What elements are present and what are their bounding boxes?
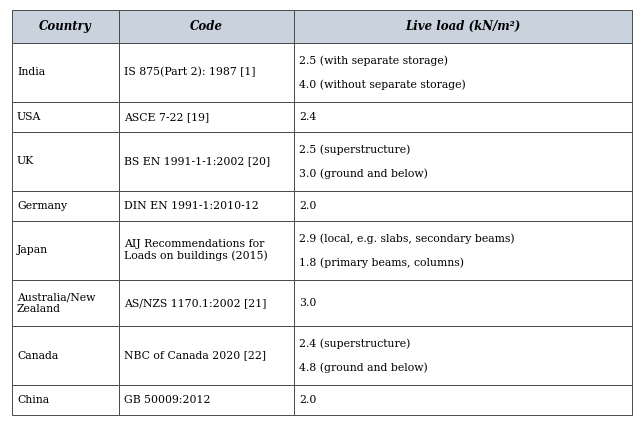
Text: ASCE 7-22 [19]: ASCE 7-22 [19] bbox=[124, 112, 209, 122]
Bar bbox=[294, 191, 632, 221]
Bar bbox=[12, 10, 118, 43]
Bar bbox=[294, 385, 632, 415]
Text: Japan: Japan bbox=[17, 245, 48, 255]
Bar bbox=[294, 326, 632, 385]
Bar bbox=[12, 42, 118, 102]
Bar bbox=[118, 132, 294, 191]
Bar bbox=[12, 132, 118, 191]
Text: Live load (kN/m²): Live load (kN/m²) bbox=[406, 20, 521, 33]
Bar bbox=[118, 326, 294, 385]
Bar bbox=[12, 280, 118, 326]
Text: 2.5 (superstructure)

3.0 (ground and below): 2.5 (superstructure) 3.0 (ground and bel… bbox=[299, 144, 428, 178]
Text: 2.0: 2.0 bbox=[299, 201, 316, 211]
Bar bbox=[118, 102, 294, 132]
Text: China: China bbox=[17, 395, 49, 405]
Text: 2.9 (local, e.g. slabs, secondary beams)

1.8 (primary beams, columns): 2.9 (local, e.g. slabs, secondary beams)… bbox=[299, 233, 515, 268]
Text: Canada: Canada bbox=[17, 351, 58, 361]
Bar bbox=[118, 385, 294, 415]
Text: IS 875(Part 2): 1987 [1]: IS 875(Part 2): 1987 [1] bbox=[124, 67, 255, 77]
Bar bbox=[118, 42, 294, 102]
Bar bbox=[294, 10, 632, 43]
Text: BS EN 1991-1-1:2002 [20]: BS EN 1991-1-1:2002 [20] bbox=[124, 156, 270, 166]
Text: India: India bbox=[17, 67, 45, 77]
Bar bbox=[12, 385, 118, 415]
Bar bbox=[118, 191, 294, 221]
Text: NBC of Canada 2020 [22]: NBC of Canada 2020 [22] bbox=[124, 351, 265, 361]
Text: UK: UK bbox=[17, 156, 34, 166]
Text: Germany: Germany bbox=[17, 201, 67, 211]
Bar bbox=[118, 10, 294, 43]
Bar bbox=[294, 221, 632, 280]
Bar bbox=[294, 42, 632, 102]
Bar bbox=[12, 221, 118, 280]
Bar bbox=[294, 280, 632, 326]
Text: AS/NZS 1170.1:2002 [21]: AS/NZS 1170.1:2002 [21] bbox=[124, 298, 266, 308]
Bar bbox=[118, 221, 294, 280]
Text: 2.5 (with separate storage)

4.0 (without separate storage): 2.5 (with separate storage) 4.0 (without… bbox=[299, 55, 466, 90]
Bar bbox=[12, 326, 118, 385]
Bar bbox=[294, 102, 632, 132]
Text: 2.0: 2.0 bbox=[299, 395, 316, 405]
Text: 2.4: 2.4 bbox=[299, 112, 316, 122]
Text: 3.0: 3.0 bbox=[299, 298, 316, 308]
Text: DIN EN 1991-1:2010-12: DIN EN 1991-1:2010-12 bbox=[124, 201, 258, 211]
Text: 2.4 (superstructure)

4.8 (ground and below): 2.4 (superstructure) 4.8 (ground and bel… bbox=[299, 338, 428, 373]
Text: Code: Code bbox=[190, 20, 223, 33]
Text: Country: Country bbox=[39, 20, 91, 33]
Bar bbox=[294, 132, 632, 191]
Text: GB 50009:2012: GB 50009:2012 bbox=[124, 395, 210, 405]
Bar bbox=[118, 280, 294, 326]
Text: USA: USA bbox=[17, 112, 41, 122]
Text: Australia/New
Zealand: Australia/New Zealand bbox=[17, 292, 95, 314]
Bar bbox=[12, 191, 118, 221]
Bar bbox=[12, 102, 118, 132]
Text: AIJ Recommendations for
Loads on buildings (2015): AIJ Recommendations for Loads on buildin… bbox=[124, 239, 267, 261]
